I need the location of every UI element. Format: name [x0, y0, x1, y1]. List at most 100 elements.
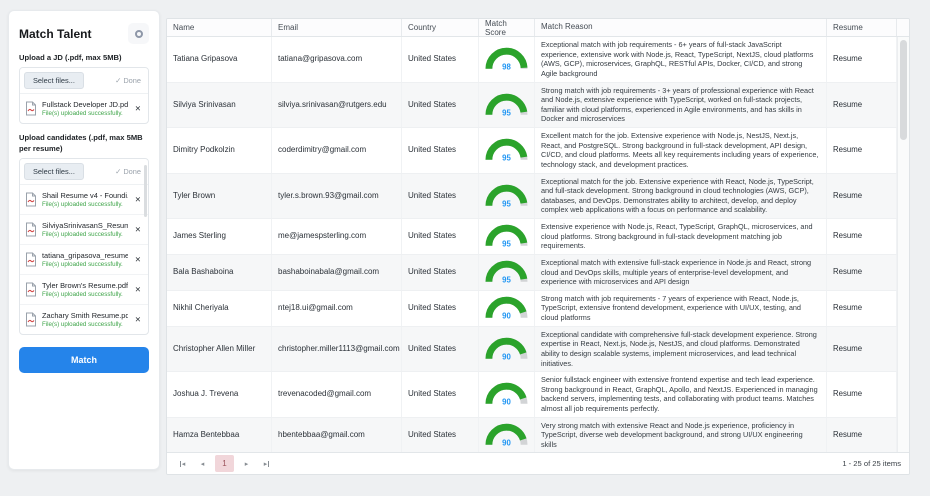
uploaded-file-item: Fullstack Developer JD.pdf File(s) uploa… — [20, 94, 148, 123]
resume-link[interactable]: Resume — [827, 290, 897, 326]
score-value: 95 — [502, 240, 511, 249]
score-gauge: 90 — [485, 337, 528, 362]
table-row: Christopher Allen Miller christopher.mil… — [167, 326, 897, 373]
name-cell: Nikhil Cheriyala — [167, 290, 272, 326]
name-cell: Tatiana Gripasova — [167, 37, 272, 82]
email-cell: hbentebbaa@gmail.com — [272, 417, 402, 452]
candidates-list-scrollbar[interactable] — [144, 164, 147, 217]
match-button[interactable]: Match — [19, 346, 149, 373]
file-upload-status: File(s) uploaded successfully. — [42, 200, 123, 208]
country-cell: United States — [402, 128, 479, 173]
previous-page-button[interactable]: ◂ — [200, 460, 205, 468]
uploaded-file-item: Tyler Brown's Resume.pdf File(s) uploade… — [20, 275, 148, 305]
pdf-file-icon — [26, 101, 36, 116]
jd-select-files-button[interactable]: Select files... — [24, 72, 84, 90]
remove-file-button[interactable]: ✕ — [134, 224, 141, 234]
score-gauge: 95 — [485, 225, 528, 249]
score-value: 90 — [502, 439, 511, 448]
candidates-select-files-button[interactable]: Select files... — [24, 162, 84, 180]
table-row: Dimitry Podkolzin coderdimitry@gmail.com… — [167, 128, 897, 174]
file-upload-status: File(s) uploaded successfully. — [42, 320, 123, 328]
resume-link[interactable]: Resume — [827, 372, 897, 417]
pdf-file-icon — [26, 192, 36, 207]
resume-link[interactable]: Resume — [827, 128, 897, 173]
file-upload-status: File(s) uploaded successfully. — [42, 110, 123, 118]
column-header-email[interactable]: Email — [272, 19, 402, 36]
candidates-upload-box: Select files... ✓ Done Shail Resume v4 -… — [19, 157, 149, 335]
refresh-button[interactable] — [128, 23, 149, 44]
match-reason-cell: Exceptional candidate with comprehensive… — [535, 326, 827, 372]
name-cell: Tyler Brown — [167, 173, 272, 218]
resume-link[interactable]: Resume — [827, 37, 897, 82]
email-cell: ntej18.ui@gmail.com — [272, 290, 402, 326]
email-cell: tyler.s.brown.93@gmail.com — [272, 173, 402, 218]
match-score-cell: 98 — [479, 37, 535, 82]
last-page-button[interactable]: ▸ — [263, 460, 270, 468]
score-gauge: 95 — [485, 261, 528, 285]
pager-info: 1 - 25 of 25 items — [842, 459, 901, 468]
grid-scrollbar-thumb[interactable] — [900, 40, 907, 140]
refresh-icon — [134, 29, 143, 38]
score-gauge: 98 — [485, 48, 528, 72]
header-filler — [897, 19, 909, 36]
table-row: Tyler Brown tyler.s.brown.93@gmail.com U… — [167, 173, 897, 219]
jd-file-list: Fullstack Developer JD.pdf File(s) uploa… — [20, 94, 148, 123]
resume-link[interactable]: Resume — [827, 326, 897, 372]
country-cell: United States — [402, 254, 479, 290]
score-gauge: 90 — [485, 423, 528, 448]
column-header-match-reason[interactable]: Match Reason — [535, 19, 827, 36]
column-header-match-score[interactable]: Match Score — [479, 19, 535, 37]
candidates-done-label: Done — [123, 166, 141, 176]
country-cell: United States — [402, 372, 479, 417]
match-reason-cell: Exceptional match with job requirements … — [535, 37, 827, 82]
column-header-name[interactable]: Name — [167, 19, 272, 36]
match-score-cell: 90 — [479, 326, 535, 372]
match-score-cell: 90 — [479, 372, 535, 417]
next-page-button[interactable]: ▸ — [244, 460, 249, 468]
first-page-button[interactable]: ◂ — [179, 460, 186, 468]
current-page-button[interactable]: 1 — [215, 455, 234, 472]
table-row: James Sterling me@jamespsterling.com Uni… — [167, 219, 897, 255]
email-cell: bashaboinabala@gmail.com — [272, 254, 402, 290]
pdf-file-icon — [26, 312, 36, 327]
score-value: 95 — [502, 200, 511, 209]
resume-link[interactable]: Resume — [827, 82, 897, 127]
country-cell: United States — [402, 417, 479, 452]
resume-link[interactable]: Resume — [827, 173, 897, 218]
file-texts: tatiana_gripasova_resume.... File(s) upl… — [42, 251, 128, 268]
grid-header-row: Name Email Country Match Score Match Reason R… — [167, 19, 909, 37]
column-header-country[interactable]: Country — [402, 19, 479, 36]
results-grid: Name Email Country Match Score Match Reason R… — [166, 18, 910, 475]
remove-file-button[interactable]: ✕ — [134, 194, 141, 204]
resume-link[interactable]: Resume — [827, 219, 897, 254]
country-cell: United States — [402, 37, 479, 82]
jd-upload-box: Select files... ✓ Done Fullstack Develop… — [19, 67, 149, 125]
resume-link[interactable]: Resume — [827, 254, 897, 290]
table-row: Silviya Srinivasan silviya.srinivasan@ru… — [167, 82, 897, 128]
check-icon: ✓ — [115, 76, 122, 86]
resume-link[interactable]: Resume — [827, 417, 897, 452]
file-texts: Shail Resume v4 - Foundi... File(s) uplo… — [42, 191, 128, 208]
score-gauge: 90 — [485, 296, 528, 321]
match-score-cell: 90 — [479, 417, 535, 452]
remove-file-button[interactable]: ✕ — [134, 254, 141, 264]
country-cell: United States — [402, 173, 479, 218]
pdf-file-icon — [26, 222, 36, 237]
match-score-cell: 95 — [479, 173, 535, 218]
name-cell: Bala Bashaboina — [167, 254, 272, 290]
match-reason-cell: Strong match with job requirements - 3+ … — [535, 82, 827, 127]
email-cell: coderdimitry@gmail.com — [272, 128, 402, 173]
uploaded-file-item: Shail Resume v4 - Foundi... File(s) uplo… — [20, 185, 148, 215]
column-header-resume[interactable]: Resume — [827, 19, 897, 36]
page-title: Match Talent — [19, 26, 92, 41]
score-value: 95 — [502, 109, 511, 118]
email-cell: me@jamespsterling.com — [272, 219, 402, 254]
name-cell: Silviya Srinivasan — [167, 82, 272, 127]
candidates-upload-status: ✓ Done — [115, 167, 144, 176]
remove-file-button[interactable]: ✕ — [134, 314, 141, 324]
uploaded-file-item: tatiana_gripasova_resume.... File(s) upl… — [20, 245, 148, 275]
remove-file-button[interactable]: ✕ — [134, 104, 141, 114]
file-name: Shail Resume v4 - Foundi... — [42, 190, 128, 200]
remove-file-button[interactable]: ✕ — [134, 284, 141, 294]
uploaded-file-item: SilviyaSrinivasanS_Resume... File(s) upl… — [20, 215, 148, 245]
